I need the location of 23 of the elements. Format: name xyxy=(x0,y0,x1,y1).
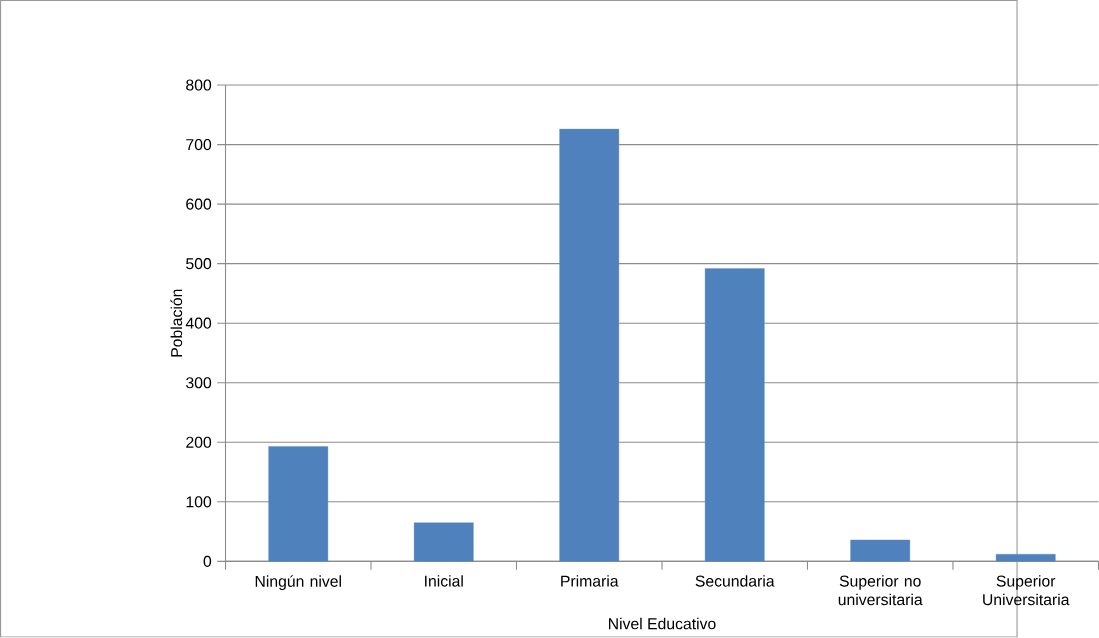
x-tick-label: Inicial xyxy=(425,575,463,587)
x-tick-label: Ningún nivel xyxy=(255,575,341,591)
x-tick-label: Primaria xyxy=(561,575,619,587)
y-tick-label: 300 xyxy=(186,377,212,389)
y-tick-label: 600 xyxy=(186,198,212,210)
x-tick-label: Superior Universitaria xyxy=(983,575,1070,606)
x-axis-title: Nivel Educativo xyxy=(608,618,716,630)
bar xyxy=(413,522,474,562)
bar xyxy=(850,539,911,562)
y-tick-label: 500 xyxy=(186,258,212,270)
y-tick-label: 400 xyxy=(185,317,212,329)
y-tick-label: 200 xyxy=(186,436,212,449)
bar xyxy=(268,446,329,562)
x-tick-label: Superior no universitaria xyxy=(838,575,923,606)
bar xyxy=(704,268,765,562)
x-tick-label: Secundaria xyxy=(695,575,775,587)
bar xyxy=(559,129,620,562)
y-tick-label: 700 xyxy=(186,139,212,151)
y-tick-label: 800 xyxy=(186,79,212,91)
y-tick-label: 100 xyxy=(186,496,212,508)
y-axis-title: Población xyxy=(170,289,183,357)
y-tick-label: 0 xyxy=(203,555,212,568)
bar xyxy=(995,554,1056,562)
